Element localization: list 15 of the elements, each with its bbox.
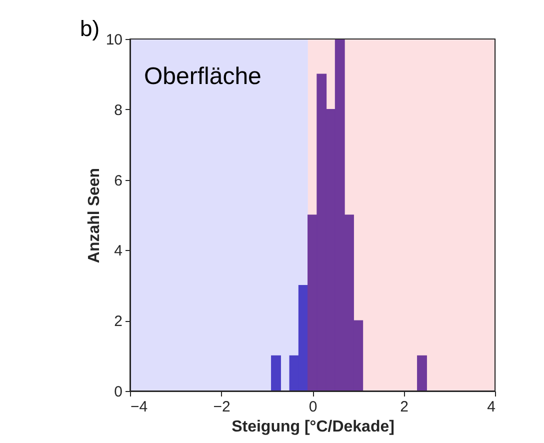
y-tick-label: 6	[114, 172, 122, 190]
x-tick-label: 0	[308, 398, 318, 416]
y-tick-label: 4	[114, 242, 122, 260]
x-tick-label: 4	[487, 398, 496, 416]
x-tick-label: 2	[400, 398, 408, 416]
y-tick-label: 10	[106, 32, 122, 48]
y-axis-title: Anzahl Seen	[86, 168, 103, 264]
text: b)	[80, 16, 100, 41]
y-tick-label: 8	[114, 102, 122, 119]
y-tick-label: 0	[114, 384, 122, 400]
x-tick-label: −2	[213, 398, 230, 416]
x-axis-title: Steigung [°C/Dekade]	[232, 418, 394, 436]
x-tick-label: −4	[130, 398, 148, 416]
y-tick-label: 2	[114, 313, 122, 330]
annotation: Oberfläche	[144, 63, 262, 90]
